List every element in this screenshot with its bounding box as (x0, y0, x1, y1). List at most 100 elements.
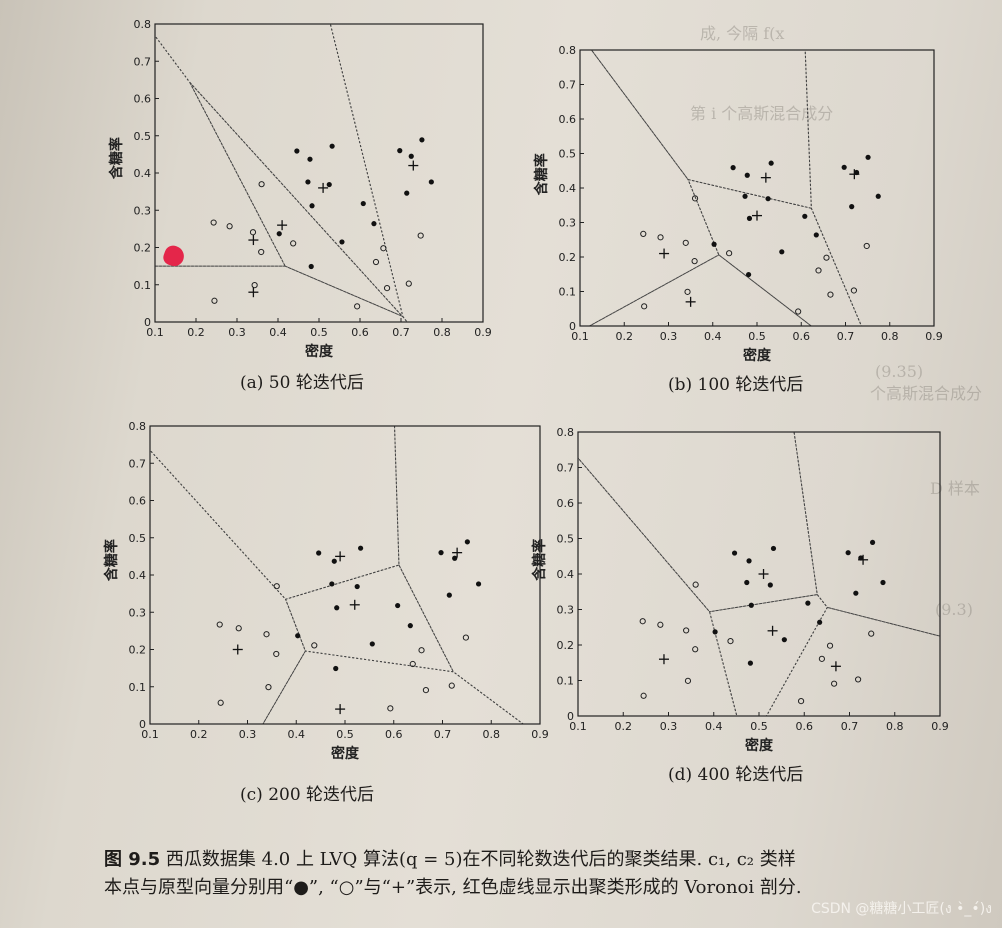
voronoi-cell (580, 50, 720, 326)
c2-sample-point (446, 592, 452, 598)
c2-sample-point (841, 164, 847, 170)
c1-sample-point (691, 258, 698, 265)
y-tick-label: 0.7 (557, 462, 575, 475)
c1-sample-point (448, 682, 455, 689)
c2-sample-point (294, 148, 300, 154)
x-tick-label: 0.6 (793, 330, 811, 343)
c1-sample-point (418, 647, 425, 654)
c1-sample-point (235, 625, 242, 632)
c2-sample-point (358, 545, 364, 551)
c2-sample-point (305, 179, 311, 185)
prototype-vector (849, 169, 860, 180)
c1-sample-point (854, 676, 862, 683)
prototype-vector (658, 654, 669, 665)
voronoi-cell (687, 178, 862, 326)
y-tick-label: 0.6 (557, 497, 575, 510)
y-axis-label: 含糖率 (103, 539, 120, 581)
y-tick-label: 0.2 (559, 251, 577, 264)
x-tick-label: 0.2 (615, 720, 633, 733)
c1-sample-point (409, 660, 416, 668)
c2-sample-point (711, 241, 717, 247)
scatter-plot-d: 0.1 0.2 0.3 0.4 0.5 0.6 0.7 0.8 0.900.10.20.30.4… (531, 426, 949, 754)
y-tick-label: 0.4 (134, 167, 152, 180)
prototype-vector (830, 661, 841, 672)
prototype-vector (758, 569, 769, 579)
c2-sample-point (781, 637, 787, 643)
c1-sample-point (263, 631, 270, 638)
x-tick-label: 0.5 (750, 720, 768, 733)
c1-sample-point (657, 621, 664, 628)
c1-sample-point (683, 627, 690, 634)
c2-sample-point (779, 249, 785, 255)
c2-sample-point (428, 179, 434, 185)
panel-b: 0.1 0.2 0.3 0.4 0.5 0.6 0.7 0.8 0.9 0 0.1 0.2 0.3 0.4… (528, 40, 944, 380)
y-tick-label: 0.7 (129, 457, 147, 470)
voronoi-boundaries (580, 50, 934, 326)
c1-sample-point (657, 234, 664, 241)
x-tick-label: 0.7 (434, 728, 452, 741)
y-tick-label: 0.4 (557, 568, 575, 581)
y-tick-label: 0.2 (557, 639, 575, 652)
y-tick-label: 0.4 (129, 569, 147, 582)
y-tick-label: 0.1 (129, 681, 147, 694)
voronoi-cell (189, 81, 403, 317)
c2-sample-point (744, 172, 750, 178)
y-tick-label: 0.3 (129, 606, 147, 619)
c1-sample-point (684, 288, 691, 295)
x-tick-label: 0.5 (748, 330, 766, 343)
x-tick-label: 0.4 (288, 728, 306, 741)
plot-frame (149, 425, 541, 725)
csdn-watermark: CSDN @糖糖小工匠(ง •̀_•́)ง (811, 901, 992, 917)
c2-sample-point (768, 160, 774, 166)
y-tick-label: 0.8 (129, 420, 147, 433)
x-tick-label: 0.2 (187, 326, 205, 339)
c1-sample-point (417, 232, 424, 239)
y-tick-label: 0.1 (134, 279, 152, 292)
voronoi-cell (150, 449, 306, 724)
c2-sample-point (853, 590, 859, 596)
c2-sample-point (419, 137, 425, 143)
c1-sample-point (684, 677, 692, 684)
figure-caption: 图 9.5 西瓜数据集 4.0 上 LVQ 算法(q = 5)在不同轮数迭代后的… (104, 846, 984, 902)
y-tick-label: 0.2 (129, 644, 147, 657)
c2-sample-point (845, 550, 851, 556)
voronoi-cell (708, 594, 828, 716)
c2-sample-point (464, 539, 470, 545)
voronoi-cell (262, 650, 524, 724)
c2-sample-point (880, 579, 886, 586)
c1-sample-point (258, 248, 265, 256)
voronoi-boundaries (150, 426, 540, 724)
c2-sample-point (404, 190, 410, 196)
x-tick-label: 0.3 (660, 720, 678, 733)
panel-a-label: (a) 50 轮迭代后 (240, 373, 364, 393)
ghost-text: 个高斯混合成分 (870, 384, 983, 403)
c2-sample-point (333, 665, 339, 672)
x-tick-label: 0.4 (269, 326, 287, 339)
c1-sample-point (216, 621, 223, 628)
x-tick-label: 0.6 (796, 720, 814, 733)
c2-sample-point (869, 539, 876, 546)
y-tick-label: 0.5 (559, 148, 577, 161)
voronoi-cell (155, 24, 404, 318)
x-tick-label: 0.5 (336, 728, 354, 741)
c2-sample-point (407, 623, 413, 629)
c1-sample-point (826, 642, 834, 649)
x-axis-label: 密度 (330, 745, 360, 762)
y-tick-label: 0 (139, 718, 146, 731)
voronoi-boundaries (578, 432, 940, 716)
x-tick-label: 0.8 (483, 728, 501, 741)
prototype-vector (318, 182, 329, 193)
voronoi-cell (155, 265, 408, 322)
c1-sample-point (380, 245, 387, 252)
prototype-vector (335, 704, 346, 715)
c1-sample-point (311, 642, 318, 649)
caption-line-1: 西瓜数据集 4.0 上 LVQ 算法(q = 5)在不同轮数迭代后的聚类结果. … (165, 849, 796, 870)
c2-sample-point (730, 165, 736, 171)
voronoi-boundaries (155, 24, 483, 322)
scatter-plot-a: 0.1 0.2 0.3 0.4 0.5 0.6 0.7 0.8 0.900.10.20.30.4… (108, 18, 492, 360)
scatter-plot-c: 0.1 0.2 0.3 0.4 0.5 0.6 0.7 0.8 0.900.10.20.30.4… (103, 420, 549, 762)
c2-sample-point (326, 181, 332, 188)
c1-sample-point (727, 637, 734, 645)
c2-sample-point (746, 215, 753, 221)
c2-sample-point (308, 263, 314, 270)
